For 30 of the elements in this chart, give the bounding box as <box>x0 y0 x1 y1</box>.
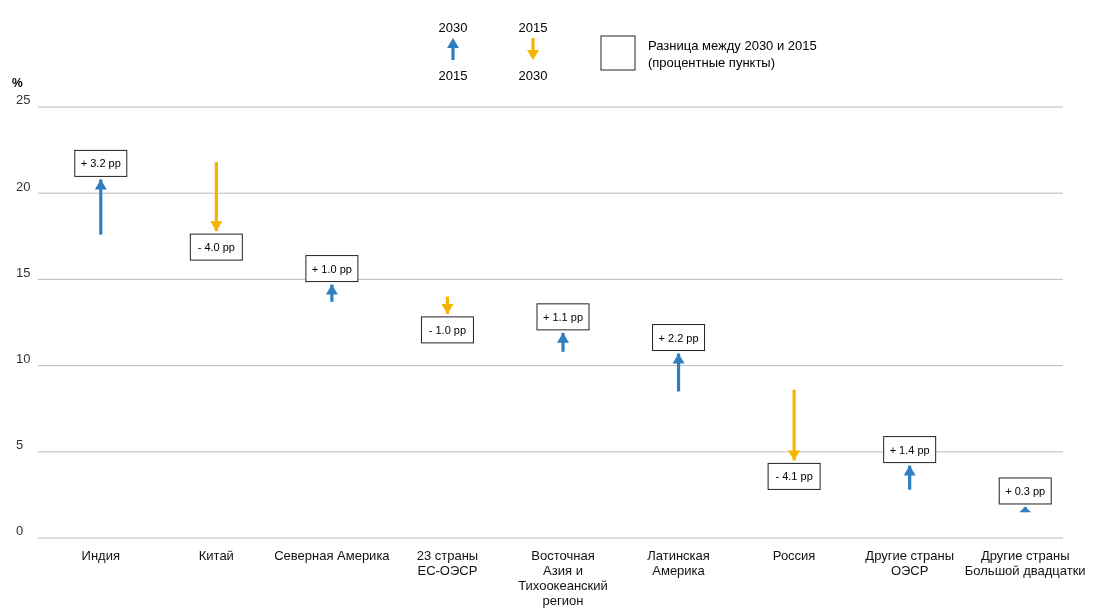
x-tick-label: Восточная Азия и Тихоокеанский регион <box>518 548 608 608</box>
x-tick-label: Другие страны ОЭСР <box>865 548 954 578</box>
x-tick-label: Латинская Америка <box>647 548 710 578</box>
y-tick-label: 5 <box>16 437 24 453</box>
text: Разница между 2030 и 2015 (процентные пункты) <box>648 38 817 70</box>
x-tick-label: Другие страны Большой двадцатки <box>964 548 1086 578</box>
data-label: + 0.3 pp <box>1005 484 1046 497</box>
y-tick-label: 10 <box>16 351 31 366</box>
y-tick-label: 20 <box>16 178 31 194</box>
data-label: + 1.0 pp <box>311 262 352 275</box>
data-label: - 4.0 pp <box>197 241 235 254</box>
y-tick-label: 25 <box>16 92 31 108</box>
x-tick-label: Россия <box>772 548 816 563</box>
y-tick-label: 0 <box>16 523 24 539</box>
data-label: + 2.2 pp <box>658 331 699 344</box>
x-tick-label: Северная Америка <box>274 548 391 563</box>
x-tick-label: Индия <box>81 548 120 563</box>
data-label: + 1.4 pp <box>889 443 930 456</box>
data-label: + 1.1 pp <box>542 310 584 323</box>
text: 2015 <box>518 20 548 35</box>
x-tick-label: Китай <box>198 548 234 563</box>
y-axis-title: % <box>12 76 23 90</box>
text: 2015 <box>438 68 468 83</box>
text: 2030 <box>518 68 548 83</box>
text: 2030 <box>438 20 468 35</box>
y-tick-label: 15 <box>16 264 31 280</box>
data-label: - 4.1 pp <box>775 470 813 483</box>
data-label: - 1.0 pp <box>428 323 467 336</box>
x-tick-label: 23 страны ЕС-ОЭСР <box>416 548 479 578</box>
data-label: + 3.2 pp <box>80 157 121 170</box>
